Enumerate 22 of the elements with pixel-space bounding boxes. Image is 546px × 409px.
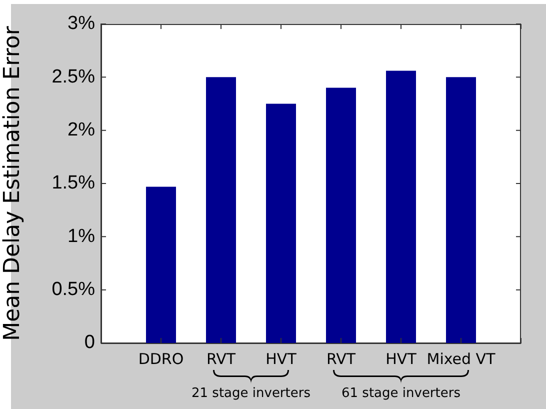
text: 21 stage inverters (190, 386, 312, 401)
x-tick-label: Mixed VT (426, 350, 496, 368)
y-tick-label: 3% (68, 13, 96, 34)
bar (446, 77, 476, 343)
bar (146, 186, 176, 343)
bar (206, 77, 236, 343)
y-tick-label: 1.5% (52, 172, 96, 194)
y-tick-label: 2% (68, 120, 96, 141)
x-tick-label: RVT (206, 350, 236, 368)
x-tick-label: DDRO (138, 350, 184, 368)
y-tick-label: 2.5% (52, 66, 96, 88)
y-axis-title: Mean Delay Estimation Error (0, 25, 25, 341)
x-tick-label: HVT (266, 350, 298, 368)
x-tick-label: RVT (326, 350, 356, 368)
y-tick-label: 0.5% (52, 279, 96, 300)
text: 61 stage inverters (340, 386, 462, 401)
bar (326, 88, 356, 343)
y-tick-label: 1% (68, 226, 96, 247)
x-tick-label: HVT (386, 350, 418, 368)
y-tick-label: 0 (84, 332, 95, 354)
bar (386, 70, 416, 343)
bar (266, 104, 296, 343)
